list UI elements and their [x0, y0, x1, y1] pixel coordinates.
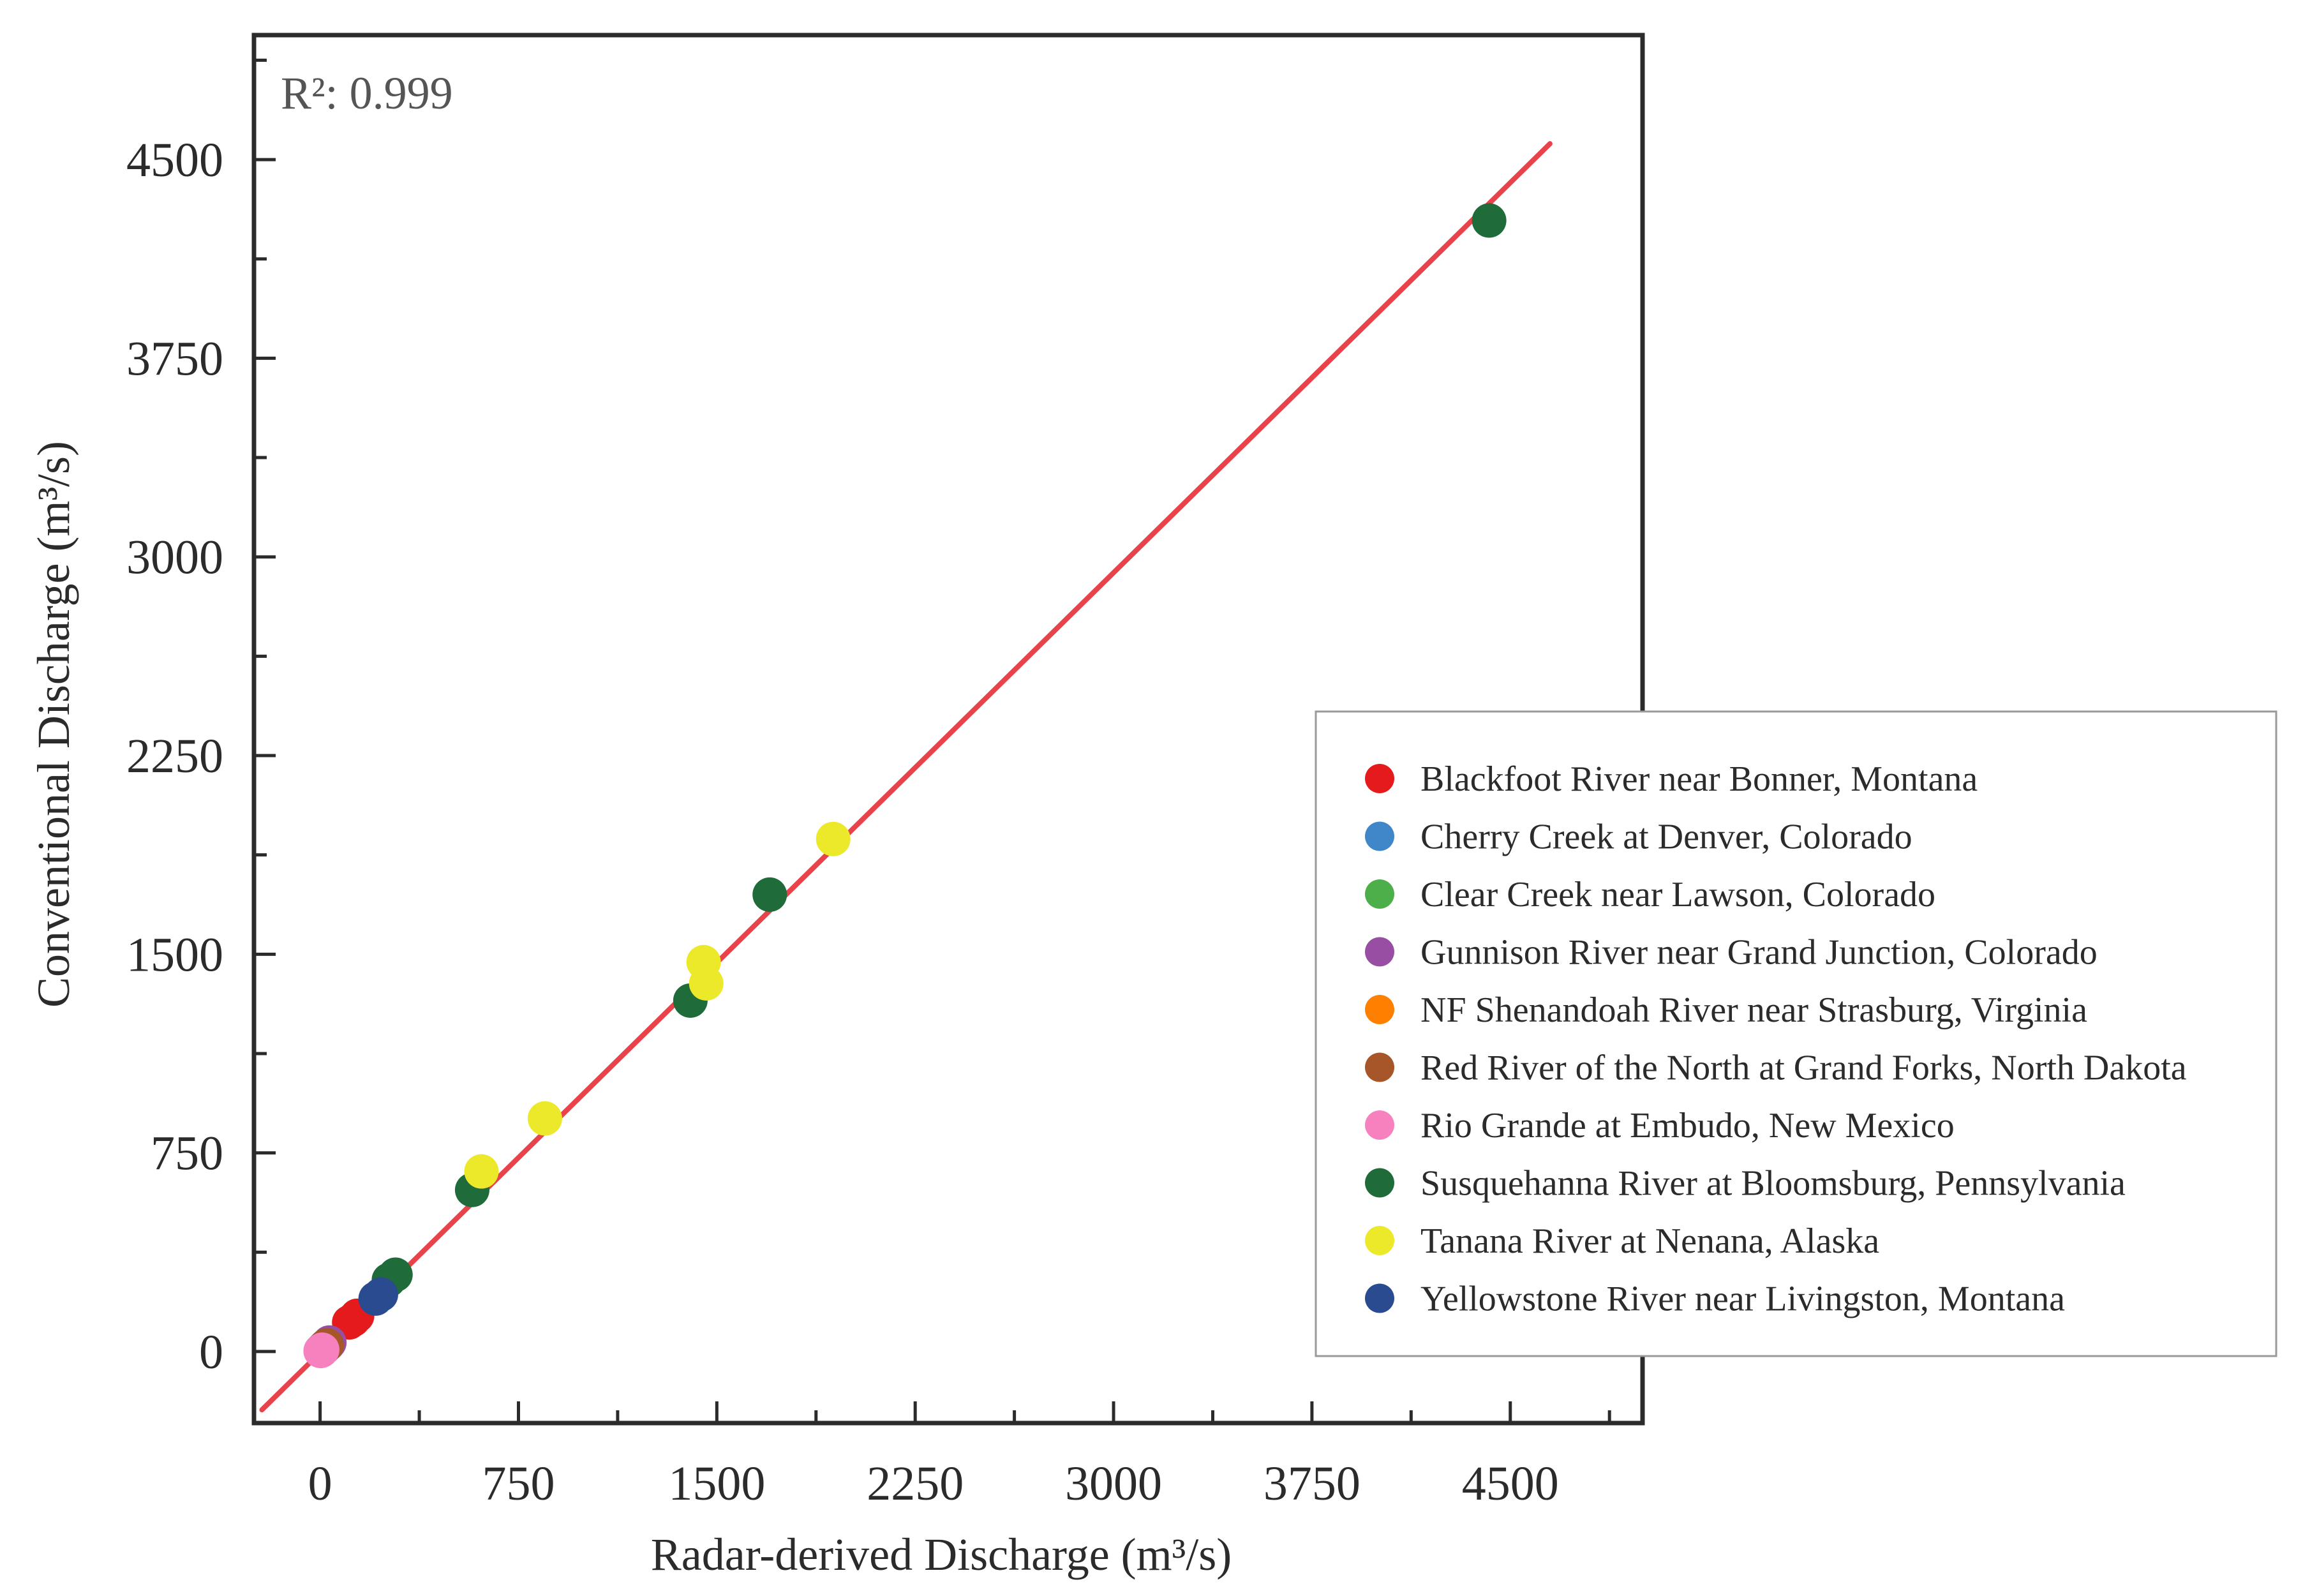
legend-label: Yellowstone River near Livingston, Monta… [1420, 1279, 2065, 1319]
y-tick-label: 3000 [126, 531, 223, 585]
legend-label: Rio Grande at Embudo, New Mexico [1420, 1106, 1955, 1145]
data-point [527, 1101, 562, 1136]
y-tick-labels: 0 750 1500 2250 3000 3750 4500 [126, 133, 223, 1379]
data-point [363, 1277, 398, 1312]
data-point [464, 1154, 499, 1189]
x-tick-label: 3000 [1065, 1457, 1162, 1510]
x-tick-label: 4500 [1462, 1457, 1559, 1510]
data-points-layer [303, 203, 1507, 1369]
y-tick-label: 2250 [126, 729, 223, 783]
x-tick-label: 0 [308, 1457, 332, 1510]
legend: Blackfoot River near Bonner, Montana Cher… [1315, 710, 2277, 1357]
x-tick-label: 2250 [867, 1457, 964, 1510]
legend-label: Gunnison River near Grand Junction, Colo… [1420, 933, 2098, 973]
legend-label: Blackfoot River near Bonner, Montana [1420, 759, 1978, 799]
legend-label: Red River of the North at Grand Forks, N… [1420, 1048, 2187, 1088]
axis-ticks [254, 58, 1611, 1423]
data-point [816, 821, 851, 856]
data-point [304, 1332, 339, 1368]
x-tick-label: 750 [482, 1457, 555, 1510]
r-squared-annotation: R²: 0.999 [281, 68, 453, 119]
y-tick-label: 0 [199, 1325, 223, 1379]
y-tick-label: 1500 [126, 928, 223, 981]
legend-marker [1365, 937, 1394, 967]
legend-marker [1365, 764, 1394, 793]
y-tick-label: 750 [151, 1127, 223, 1181]
x-tick-label: 3750 [1263, 1457, 1360, 1510]
data-point [1472, 203, 1507, 238]
x-axis-title: Radar-derived Discharge (m³/s) [651, 1529, 1232, 1580]
legend-label: Susquehanna River at Bloomsburg, Pennsyl… [1420, 1164, 2126, 1204]
y-tick-label: 4500 [126, 133, 223, 187]
legend-marker [1365, 1283, 1394, 1313]
x-tick-label: 1500 [668, 1457, 765, 1510]
data-point [689, 966, 724, 1001]
legend-label: NF Shenandoah River near Strasburg, Virg… [1420, 990, 2087, 1030]
legend-marker [1365, 821, 1394, 851]
data-point [752, 877, 787, 912]
legend-marker [1365, 879, 1394, 909]
legend-marker [1365, 1168, 1394, 1198]
legend-marker [1365, 1226, 1394, 1255]
legend-marker [1365, 1110, 1394, 1140]
legend-label: Clear Creek near Lawson, Colorado [1420, 875, 1935, 914]
legend-label: Cherry Creek at Denver, Colorado [1420, 817, 1912, 857]
y-axis-title: Conventional Discharge (m³/s) [28, 441, 79, 1008]
data-point [336, 1302, 371, 1338]
x-tick-labels: 0 750 1500 2250 3000 3750 4500 [308, 1457, 1559, 1510]
y-tick-label: 3750 [126, 332, 223, 385]
legend-marker [1365, 995, 1394, 1024]
legend-marker [1365, 1052, 1394, 1082]
legend-box [1315, 710, 2277, 1357]
legend-label: Tanana River at Nenana, Alaska [1420, 1221, 1879, 1261]
